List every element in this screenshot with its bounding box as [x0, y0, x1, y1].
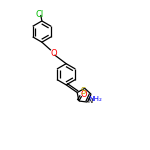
- Text: NH₂: NH₂: [89, 96, 102, 102]
- Text: S: S: [81, 87, 86, 96]
- Text: O: O: [81, 90, 87, 99]
- Text: O: O: [51, 49, 57, 58]
- Text: N: N: [87, 98, 93, 104]
- Text: Cl: Cl: [36, 10, 44, 19]
